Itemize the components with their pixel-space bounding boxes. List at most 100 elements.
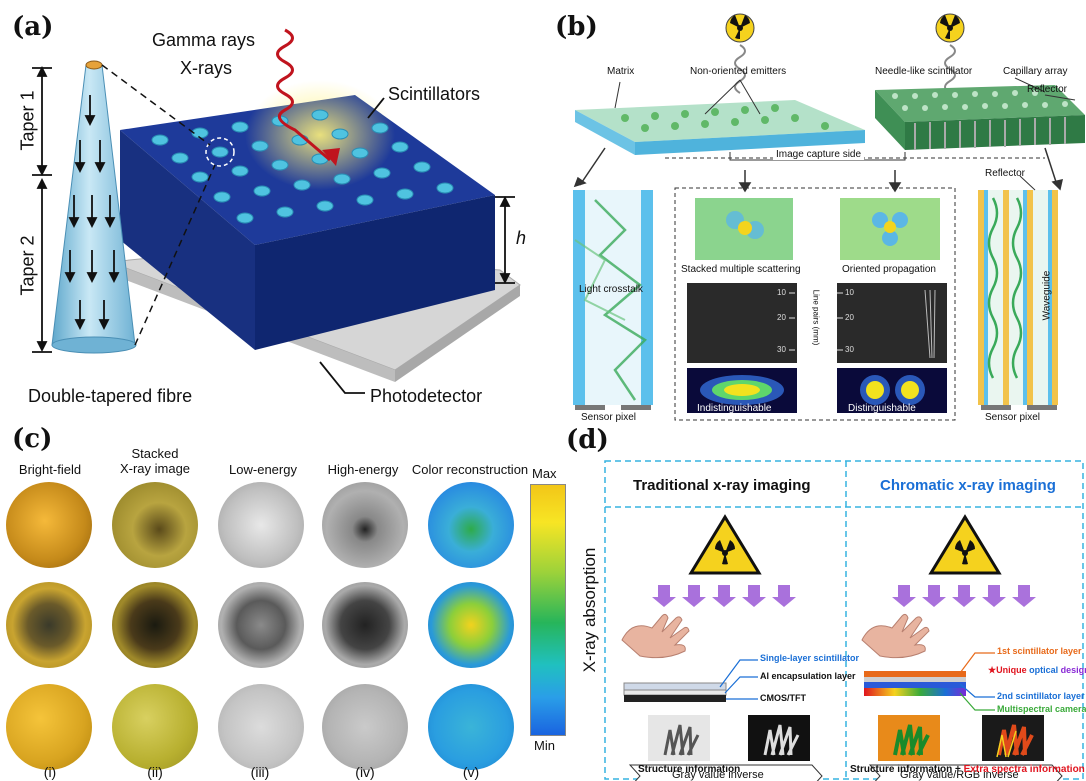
line-pairs-label: Line pairs (mm) <box>811 289 821 346</box>
panel-a: (a) <box>0 0 540 420</box>
structure-info-left: Structure information <box>638 764 741 775</box>
panel-d-illustration <box>604 460 1084 781</box>
second-layer-label: 2nd scintillator layer <box>997 691 1085 701</box>
sample-image <box>112 482 198 568</box>
matrix-label: Matrix <box>607 66 635 77</box>
unique-star: ★ <box>988 665 997 675</box>
matrix-slab <box>575 100 865 142</box>
light-crosstalk-label: Light crosstalk <box>579 284 643 295</box>
sample-image <box>428 482 514 568</box>
plus-sign: + <box>952 764 964 775</box>
photodetector-label: Photodetector <box>370 386 483 406</box>
colorbar <box>530 484 566 736</box>
xray-image-left-2 <box>748 715 810 761</box>
tick-right-30: 30 <box>845 345 854 354</box>
hand-icon-right <box>861 613 930 659</box>
col-head-color-reconstruction: Color reconstruction <box>411 462 529 477</box>
structure-info-right-line: Structure information + Extra spectra in… <box>850 764 1085 775</box>
panel-d: (d) <box>560 425 1086 781</box>
colorbar-min: Min <box>534 738 555 753</box>
taper1-label: Taper 1 <box>17 90 38 151</box>
radiation-warning-icon-right <box>928 514 1002 575</box>
radiation-warning-icon-left <box>688 514 762 575</box>
unique-word-3: design <box>1060 665 1086 675</box>
gray-inverse-chevron <box>628 764 823 781</box>
al-layer-label: Al encapsulation layer <box>760 671 856 681</box>
sample-image <box>6 582 92 668</box>
h-label: h <box>516 228 527 248</box>
sample-image <box>322 582 408 668</box>
col-head-low-energy: Low-energy <box>229 462 297 477</box>
panel-c-label: (c) <box>12 424 53 454</box>
panel-b-label: (b) <box>555 12 598 42</box>
panel-c: (c) Bright-field Stacked X-ray image Low… <box>0 420 600 780</box>
double-tapered-fibre-label: Double-tapered fibre <box>28 386 193 406</box>
scintillators-label: Scintillators <box>388 84 481 104</box>
oriented-propagation-label: Oriented propagation <box>842 264 936 275</box>
tick-right-10: 10 <box>845 288 854 297</box>
single-layer-label: Single-layer scintillator <box>760 653 860 663</box>
hand-icon-left <box>621 613 690 659</box>
non-oriented-emitters-label: Non-oriented emitters <box>690 66 787 77</box>
tick-left-20: 20 <box>777 313 786 322</box>
colorbar-max: Max <box>532 466 557 481</box>
gamma-rays-label: Gamma rays <box>152 30 256 50</box>
roman-i: (i) <box>43 764 57 780</box>
image-capture-side-label: Image capture side <box>773 149 865 160</box>
line-pair-image-right <box>837 283 947 363</box>
panel-a-illustration <box>32 28 521 394</box>
sample-image <box>112 582 198 668</box>
traditional-imaging-title: Traditional x-ray imaging <box>633 477 811 494</box>
extra-spectra-info: Extra spectra information <box>963 764 1085 775</box>
distinguishable-label: Distinguishable <box>848 403 916 414</box>
sample-image <box>428 582 514 668</box>
unique-word-2: optical <box>1029 665 1059 675</box>
sample-image <box>322 684 408 770</box>
x-rays-label: X-rays <box>180 58 233 78</box>
radiation-icon-left <box>725 13 755 94</box>
roman-iv: (iv) <box>355 764 375 780</box>
panel-b-illustration <box>573 13 1085 421</box>
sample-image <box>6 684 92 770</box>
tick-left-10: 10 <box>777 288 786 297</box>
gray-rgb-inverse-label: Gray value/RGB inverse <box>900 769 1019 781</box>
sample-image <box>428 684 514 770</box>
xray-image-left-1 <box>648 715 710 761</box>
panel-b: (b) <box>545 0 1086 425</box>
reflector-top-label: Reflector <box>1027 84 1068 95</box>
unique-word-1: Unique <box>996 665 1027 675</box>
reflector-side-label: Reflector <box>985 168 1026 179</box>
cmos-label: CMOS/TFT <box>760 693 806 703</box>
gamma-ray-wave <box>276 28 331 162</box>
gray-rgb-inverse-chevron <box>868 764 1063 781</box>
first-layer-label: 1st scintillator layer <box>997 646 1082 656</box>
scintillator-block-side <box>255 195 495 350</box>
scintillator-block-front <box>120 130 255 350</box>
sample-image <box>112 684 198 770</box>
col-head-bright-field: Bright-field <box>18 462 82 477</box>
sample-image <box>6 482 92 568</box>
panel-d-frame <box>604 460 1084 780</box>
tick-right-20: 20 <box>845 313 854 322</box>
col-head-stacked: Stacked X-ray image <box>119 446 191 476</box>
sensor-pixel-left-label: Sensor pixel <box>581 412 637 423</box>
panel-a-label: (a) <box>12 12 54 42</box>
chromatic-imaging-title: Chromatic x-ray imaging <box>880 477 1056 494</box>
multispectral-label: Multispectral camera <box>997 704 1086 714</box>
sample-image <box>218 684 304 770</box>
sample-image <box>218 482 304 568</box>
col-head-high-energy: High-energy <box>327 462 399 477</box>
capillary-array-label: Capillary array <box>1003 66 1068 77</box>
gray-inverse-label: Gray value inverse <box>672 769 764 781</box>
sample-image <box>322 482 408 568</box>
stacked-scattering-label: Stacked multiple scattering <box>681 264 801 275</box>
panel-d-label: (d) <box>566 425 609 455</box>
tick-left-30: 30 <box>777 345 786 354</box>
taper2-label: Taper 2 <box>17 235 38 296</box>
roman-v: (v) <box>462 764 480 780</box>
roman-ii: (ii) <box>147 764 163 780</box>
needle-scintillator-label: Needle-like scintillator <box>875 66 973 77</box>
waveguide-label: Waveguide <box>1041 270 1053 321</box>
indistinguishable-label: Indistinguishable <box>697 403 772 414</box>
sensor-pixel-right-label: Sensor pixel <box>985 412 1041 423</box>
